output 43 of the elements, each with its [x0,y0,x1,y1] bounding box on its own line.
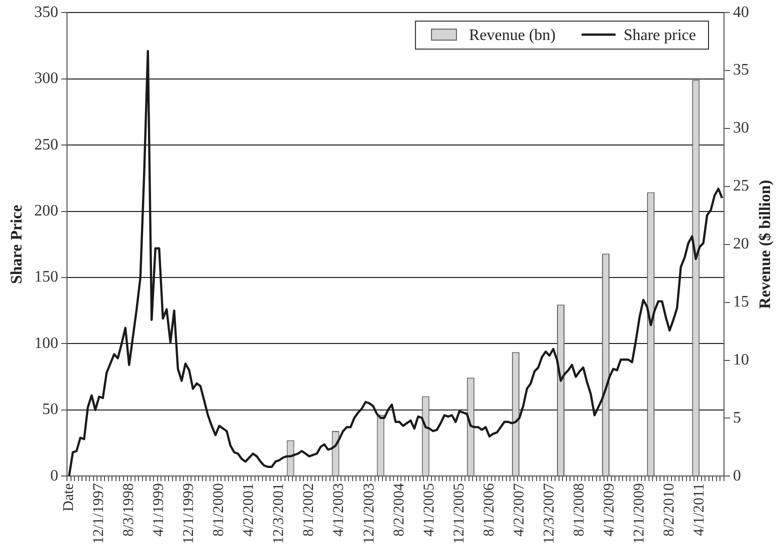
x-tick-label: 12/1/2009 [631,483,648,544]
x-tick-label: 4/1/1999 [151,483,168,537]
y2-tick-label: 5 [733,409,741,426]
x-tick-label: 8/1/2008 [571,483,588,537]
y-axis-title: Share Price [8,204,26,284]
y2-tick-label: 15 [733,294,749,311]
y2-axis-title: Revenue ($ billion) [757,180,774,309]
x-tick-label: 4/1/2011 [692,483,708,536]
y2-tick-label: 20 [733,236,749,253]
y2-tick-label: 30 [733,120,749,137]
y2-tick-label: 40 [733,4,749,21]
y-tick-label: 50 [42,401,58,418]
x-tick-label: 8/2/2004 [391,482,408,537]
y-tick-label: 300 [34,70,58,88]
x-tick-label: 8/1/2002 [301,483,318,537]
x-tick-label: 4/1/2005 [421,483,438,537]
x-tick-label: 12/1/2005 [451,483,468,544]
x-tick-label: 12/1/1999 [181,483,198,544]
y2-tick-label: 35 [733,62,749,79]
x-tick-label: 8/2/2010 [662,483,678,537]
x-tick-label: 12/1/1997 [91,482,108,544]
x-tick-label: 8/1/2000 [211,483,228,537]
x-tick-label: 4/2/2007 [511,482,528,537]
x-tick-label: 4/2/2001 [241,483,258,537]
y2-tick-label: 10 [733,351,749,368]
y-tick-label: 350 [34,4,58,21]
x-tick-label: 12/3/2001 [271,483,288,544]
y-tick-label: 200 [34,202,58,220]
y2-tick-label: 0 [733,467,741,484]
y-tick-label: 100 [34,334,58,352]
legend-label: Share price [624,26,696,44]
y2-tick-label: 25 [733,178,749,195]
x-tick-label: Date [61,482,78,512]
y-tick-label: 0 [50,467,58,484]
x-tick-label: 8/3/1998 [121,483,138,537]
x-tick-label: 4/1/2003 [331,483,348,537]
x-tick-label: 12/3/2007 [541,482,558,544]
x-tick-label: 12/1/2003 [361,483,378,544]
legend-label: Revenue (bn) [468,26,556,44]
x-tick-label: 8/1/2006 [481,482,498,537]
y-tick-label: 250 [34,136,58,154]
x-tick-label: 4/1/2009 [601,483,618,537]
y-tick-label: 150 [34,268,58,286]
